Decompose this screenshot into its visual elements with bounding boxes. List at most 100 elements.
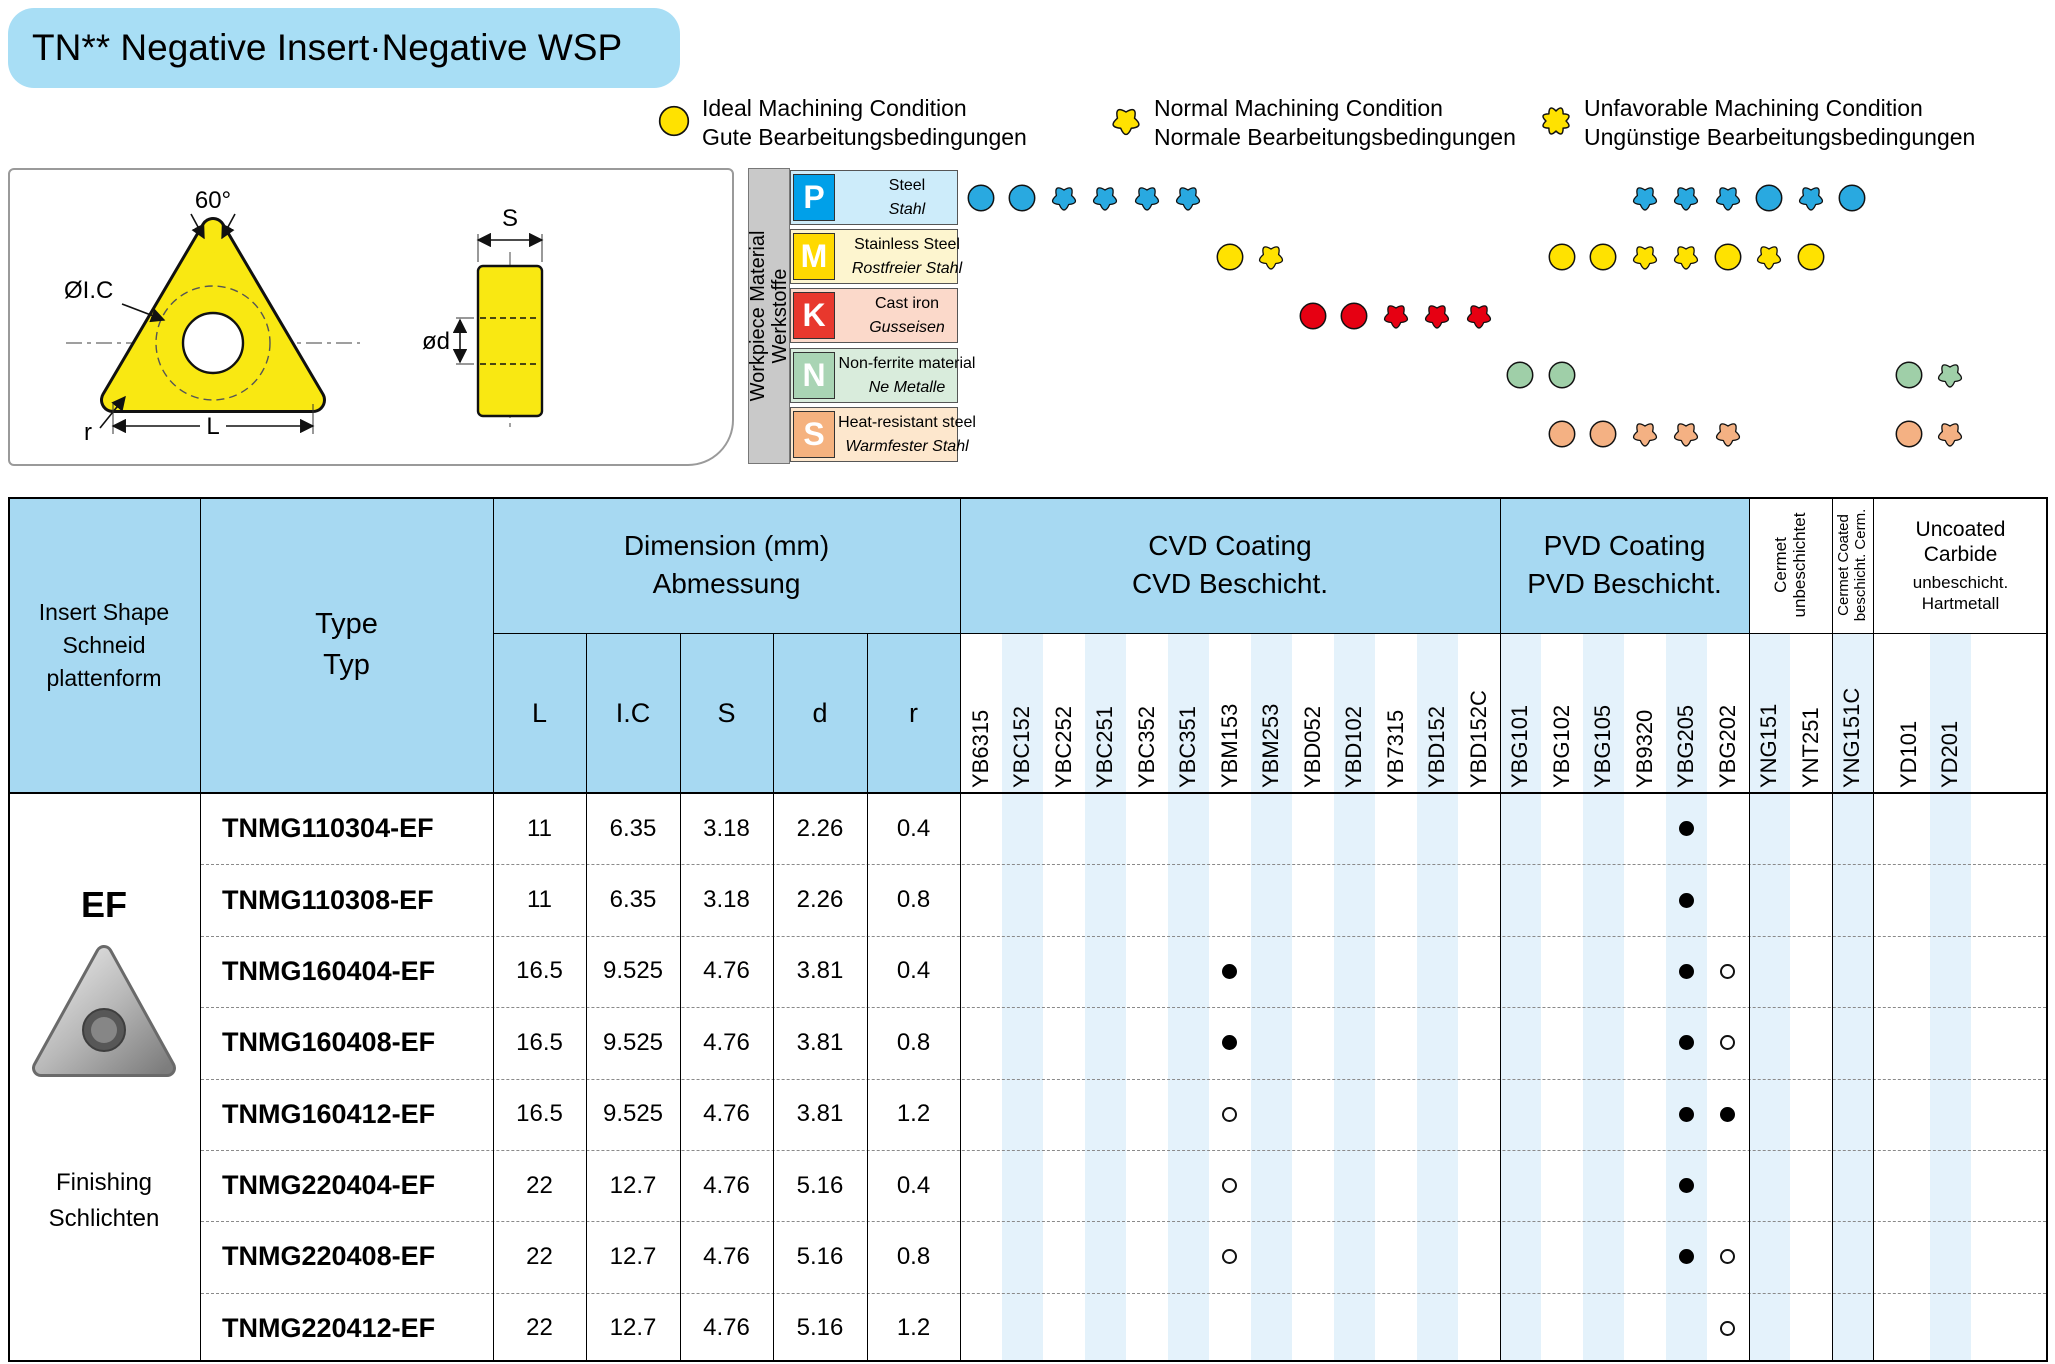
workpiece-sidebar-text: Workpiece Material Werkstoffe <box>747 171 791 461</box>
condition-icon <box>1836 182 1868 214</box>
dim-value: 4.76 <box>703 957 750 985</box>
condition-icon <box>1934 418 1966 450</box>
condition-icon <box>1255 241 1287 273</box>
legend-ideal-de: Gute Bearbeitungsbedingungen <box>702 124 1027 150</box>
dim-value: 4.76 <box>703 1028 750 1056</box>
condition-icon <box>1131 182 1163 214</box>
condition-icon <box>965 182 997 214</box>
dim-value: 9.525 <box>602 957 664 985</box>
condition-icon <box>1670 241 1702 273</box>
letter-s: S <box>803 416 825 452</box>
grid-line <box>773 633 774 1362</box>
grid-line <box>680 633 681 1362</box>
material-de: Ne Metalle <box>868 378 946 396</box>
availability-dot <box>1720 1106 1736 1122</box>
availability-dot <box>1678 963 1694 979</box>
dim-value: 3.81 <box>796 1100 844 1128</box>
grade-label: YB9320 <box>1631 709 1657 788</box>
condition-icon <box>1214 241 1246 273</box>
title-badge: TN** Negative Insert·Negative WSP <box>8 8 680 88</box>
dim-value: 6.35 <box>609 886 657 914</box>
availability-dot <box>1222 1249 1238 1265</box>
type-label: TNMG160412-EF <box>222 1098 436 1129</box>
grid-line <box>867 633 868 1362</box>
dim-header-d: d <box>812 697 828 728</box>
grade-label: YBM253 <box>1258 703 1284 788</box>
grade-label: YD201 <box>1937 720 1963 788</box>
column-stripe <box>1582 634 1624 1361</box>
uncoated-line3: Hartmetall <box>1921 593 2000 613</box>
letter-n: N <box>802 357 826 393</box>
grade-label: YBC152 <box>1009 706 1035 788</box>
condition-icon <box>1463 300 1495 332</box>
dim-header-l: L <box>531 697 548 728</box>
row-separator <box>201 864 2046 866</box>
row-separator <box>201 1149 2046 1151</box>
material-class-letter-m: M <box>793 233 835 280</box>
availability-dot <box>1678 1035 1694 1051</box>
cermet-uncoated-line2: unbeschichtet <box>1790 512 1809 618</box>
condition-icon <box>1048 182 1080 214</box>
type-label: TNMG110304-EF <box>222 813 434 844</box>
header-cell-pvd <box>1500 497 1749 633</box>
dim-value: 1.2 <box>896 1314 931 1342</box>
grade-label: YBD152 <box>1424 706 1450 788</box>
insert-shape-line2: Schneid <box>62 631 146 658</box>
hole-diameter-label: ød <box>422 328 450 355</box>
workpiece-sidebar <box>748 168 790 464</box>
type-label: TNMG160408-EF <box>222 1027 436 1058</box>
column-stripe <box>1084 634 1126 1361</box>
header-cell-insert-shape <box>8 497 200 793</box>
cermet-coated-line1: Cermet Coated <box>1835 514 1852 616</box>
angle-label: 60° <box>195 187 231 214</box>
cvd-line1: CVD Coating <box>1148 530 1312 561</box>
condition-icon <box>1629 241 1661 273</box>
cermet-coated-header: Cermet Coated beschicht. Cerm. <box>1834 495 1870 635</box>
availability-dot <box>1678 1249 1694 1265</box>
grid-line <box>1831 497 1833 1362</box>
material-desc-steel: Steel Stahl <box>834 170 980 225</box>
dim-value: 22 <box>526 1314 553 1342</box>
grade-label: YBG101 <box>1507 704 1533 788</box>
material-de: Rostfreier Stahl <box>851 259 963 277</box>
grid-line <box>960 497 961 1362</box>
grade-label: YBC352 <box>1133 706 1159 788</box>
availability-dot <box>1720 1320 1736 1336</box>
condition-icon <box>1380 300 1412 332</box>
condition-icon <box>1753 182 1785 214</box>
ideal-condition-icon <box>656 103 692 139</box>
dim-value: 0.4 <box>896 957 931 985</box>
dim-value: 5.16 <box>796 1314 844 1342</box>
row-separator <box>201 935 2046 937</box>
type-label: TNMG220408-EF <box>222 1241 436 1272</box>
condition-icon <box>1504 359 1536 391</box>
finishing-en: Finishing <box>55 1169 153 1196</box>
column-stripe <box>1416 634 1458 1361</box>
cvd-header: CVD Coating CVD Beschicht. <box>960 497 1500 633</box>
letter-m: M <box>800 238 828 274</box>
insert-shape-line3: plattenform <box>46 664 162 691</box>
condition-icon <box>1587 418 1619 450</box>
material-desc-heatresistant: Heat-resistant steel Warmfester Stahl <box>834 407 980 462</box>
condition-icon <box>1587 241 1619 273</box>
dim-value: 4.76 <box>703 1314 750 1342</box>
column-stripe <box>1250 634 1292 1361</box>
insert-shape-line1: Insert Shape <box>38 598 170 625</box>
grade-label: YBD152C <box>1465 690 1491 788</box>
insert-drawing: 60° ØI.C r L S ød <box>64 187 544 446</box>
dimension-line2: Abmessung <box>652 568 801 599</box>
grade-label: YBC351 <box>1175 706 1201 788</box>
grade-label: YD101 <box>1895 720 1921 788</box>
grade-label: YB6315 <box>967 709 993 788</box>
legend-unfavorable-de: Ungünstige Bearbeitungsbedingungen <box>1584 124 1976 150</box>
type-label: TNMG110308-EF <box>222 884 434 915</box>
material-class-letter-k: K <box>793 292 835 339</box>
finishing-de: Schlichten <box>48 1205 160 1232</box>
type-label: TNMG220404-EF <box>222 1170 436 1201</box>
availability-dot <box>1222 1106 1238 1122</box>
dim-value: 2.26 <box>796 886 844 914</box>
pvd-line1: PVD Coating <box>1543 530 1706 561</box>
type-label: TNMG160404-EF <box>222 955 436 986</box>
header-cell-dimension <box>493 497 960 793</box>
grade-label: YBC251 <box>1092 706 1118 788</box>
